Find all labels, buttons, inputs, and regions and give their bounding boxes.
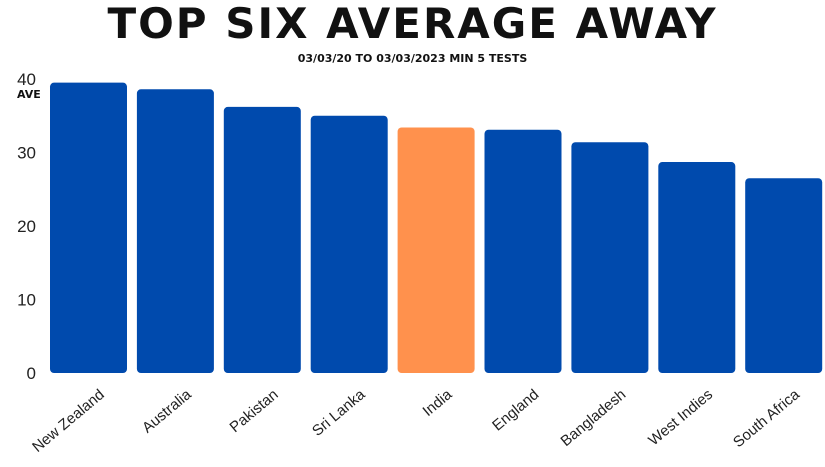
bar-south-africa bbox=[745, 178, 823, 373]
y-tick-label: 0 bbox=[27, 364, 36, 383]
bars bbox=[50, 82, 823, 374]
bar-england bbox=[484, 129, 562, 373]
x-tick-label: England bbox=[489, 386, 542, 434]
chart-subtitle: 03/03/20 TO 03/03/2023 MIN 5 TESTS bbox=[297, 52, 528, 65]
x-tick-label: Australia bbox=[139, 386, 195, 437]
x-tick-label: Sri Lanka bbox=[309, 386, 369, 440]
bar-australia bbox=[136, 89, 214, 373]
y-tick-label: 40 bbox=[17, 70, 36, 89]
chart-title: TOP SIX AVERAGE AWAY bbox=[107, 0, 718, 48]
x-tick-label: Bangladesh bbox=[558, 386, 630, 450]
bar-new-zealand bbox=[50, 82, 127, 374]
x-tick-label: Pakistan bbox=[227, 386, 282, 436]
bar-west-indies bbox=[658, 162, 736, 373]
x-axis: New Zealand Australia Pakistan Sri Lanka Ind… bbox=[29, 386, 803, 456]
bar-pakistan bbox=[223, 106, 301, 374]
bar-india bbox=[397, 127, 475, 373]
bar-sri-lanka bbox=[310, 115, 388, 373]
bar-bangladesh bbox=[571, 142, 649, 373]
y-axis-label: AVE bbox=[17, 88, 41, 101]
x-tick-label: India bbox=[420, 386, 456, 420]
x-tick-label: West Indies bbox=[645, 386, 716, 449]
y-tick-label: 10 bbox=[17, 291, 36, 310]
y-tick-label: 20 bbox=[17, 217, 36, 236]
y-axis: 0 10 20 30 40 bbox=[17, 70, 36, 383]
y-tick-label: 30 bbox=[17, 144, 36, 163]
x-tick-label: South Africa bbox=[730, 386, 803, 451]
x-tick-label: New Zealand bbox=[29, 386, 108, 456]
